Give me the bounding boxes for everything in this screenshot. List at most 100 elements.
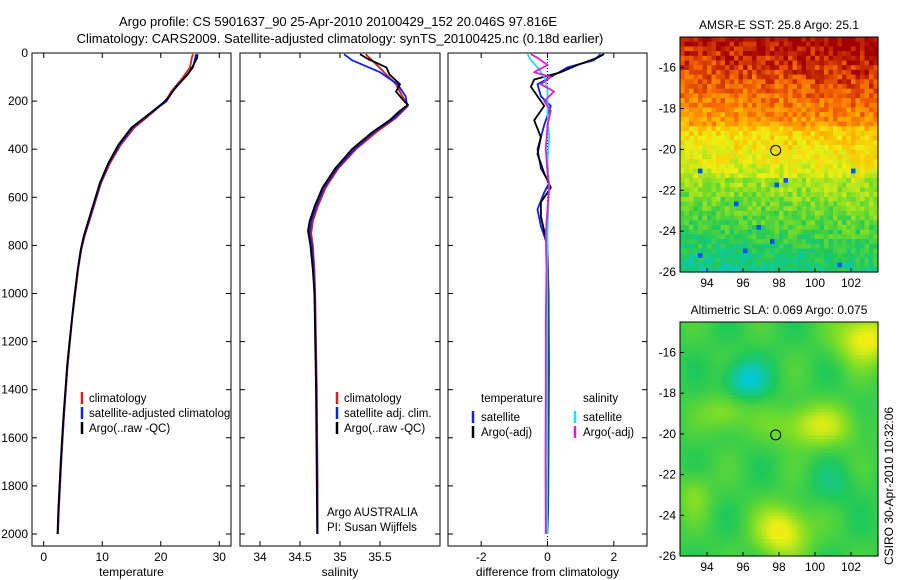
sla-map-cell — [769, 355, 773, 360]
sla-map-cell — [706, 382, 711, 387]
x-tick-label: 30 — [213, 550, 227, 564]
sst-map-cell — [770, 112, 776, 118]
sst-map-cell — [801, 215, 807, 221]
sla-map-cell — [795, 479, 800, 484]
sla-map-cell — [686, 495, 691, 500]
sst-map-cell — [747, 187, 753, 193]
sla-map-cell — [719, 412, 724, 417]
axes-box — [239, 52, 441, 547]
sla-map-cell — [782, 348, 787, 353]
sla-map-cell — [693, 522, 698, 527]
sla-map-cell — [802, 365, 806, 370]
sla-map-cell — [699, 378, 704, 383]
sla-map-cell — [788, 325, 793, 330]
sst-map-cell — [824, 145, 830, 151]
sst-map-cell — [693, 168, 699, 174]
sla-map-cell — [782, 449, 787, 453]
sla-map-cell — [722, 535, 727, 540]
sla-map-cell — [716, 509, 721, 514]
sst-map-cell — [797, 51, 803, 57]
sst-map-cell — [869, 173, 875, 179]
sst-map-cell — [680, 196, 686, 203]
sla-map-cell — [703, 545, 707, 550]
sla-map-cell — [798, 342, 803, 346]
sla-map-cell — [732, 365, 737, 370]
sst-map-cell — [761, 215, 767, 221]
sst-map-cell — [824, 253, 830, 259]
sst-map-cell — [716, 84, 722, 90]
sla-map-cell — [742, 462, 747, 467]
sla-map-cell — [795, 402, 800, 407]
sst-map-cell — [702, 182, 708, 188]
sst-map-cell — [815, 74, 821, 80]
sla-map-cell — [709, 378, 714, 383]
sla-map-cell — [798, 509, 803, 514]
sst-map-cell — [837, 163, 843, 170]
sst-map-cell — [743, 215, 749, 221]
sla-map-cell — [709, 445, 714, 450]
sst-map-cell — [860, 262, 866, 268]
sla-map-cell — [722, 378, 727, 383]
sst-map-cell — [842, 163, 848, 170]
sla-map-cell — [713, 495, 717, 500]
sla-map-cell — [732, 462, 737, 467]
sla-map-cell — [759, 465, 764, 470]
sla-map-cell — [746, 492, 750, 497]
sst-map-cell — [702, 93, 708, 99]
sst-map-cell — [729, 168, 735, 174]
sla-map-cell — [686, 355, 691, 360]
sla-map-cell — [689, 322, 694, 326]
sla-map-cell — [769, 495, 773, 500]
sst-map-cell — [842, 257, 848, 264]
sst-map-cell — [761, 55, 767, 62]
sla-map-cell — [680, 462, 684, 467]
sst-map-cell — [720, 210, 726, 217]
sst-map-cell — [788, 41, 794, 47]
sla-map-cell — [713, 425, 717, 430]
sla-map-cell — [719, 495, 724, 500]
sla-map-cell — [722, 512, 727, 517]
sla-map-cell — [785, 432, 790, 437]
sla-map-cell — [752, 472, 757, 477]
sst-map-cell — [711, 154, 717, 160]
sst-map-cell — [860, 225, 866, 231]
sla-map-cell — [719, 422, 724, 427]
sst-map-cell — [756, 93, 762, 99]
sla-map-cell — [752, 545, 757, 550]
sst-map-cell — [698, 116, 704, 123]
sst-map-cell — [815, 168, 821, 174]
sla-map-cell — [739, 395, 744, 400]
sla-map-cell — [755, 445, 760, 450]
sla-map-cell — [795, 385, 800, 390]
sst-map-cell — [806, 140, 812, 146]
sst-map-cell — [842, 187, 848, 193]
sla-map-cell — [719, 509, 724, 514]
sla-map-cell — [785, 372, 790, 377]
y-tick-label: 1800 — [1, 479, 28, 493]
sla-map-cell — [729, 328, 734, 333]
sla-map-cell — [769, 348, 773, 353]
sst-map-cell — [851, 262, 857, 268]
sst-map-cell — [779, 248, 785, 254]
sst-map-cell — [797, 154, 803, 160]
sst-map-cell — [720, 239, 726, 245]
sst-map-cell — [756, 257, 762, 264]
sst-map-cell — [707, 159, 713, 165]
sla-map-cell — [713, 382, 717, 387]
sst-map-cell — [711, 131, 717, 137]
sla-map-cell — [699, 509, 704, 514]
sla-map-panel: 94 96 98 100 102-26-24-22-20-18-16Altimetric… — [659, 303, 879, 574]
sst-map-cell — [819, 140, 825, 146]
sla-map-cell — [782, 375, 787, 380]
sla-map-cell — [686, 415, 691, 420]
sst-map-cell — [815, 41, 821, 47]
sla-map-cell — [772, 542, 777, 547]
sst-map-cell — [707, 192, 713, 198]
sst-map-cell — [707, 69, 713, 76]
sst-map-cell — [797, 60, 803, 66]
sla-map-cell — [785, 408, 790, 413]
sla-map-cell — [785, 469, 790, 474]
sla-map-cell — [713, 402, 717, 407]
sst-map-cell — [770, 116, 776, 123]
sst-map-cell — [693, 239, 699, 245]
